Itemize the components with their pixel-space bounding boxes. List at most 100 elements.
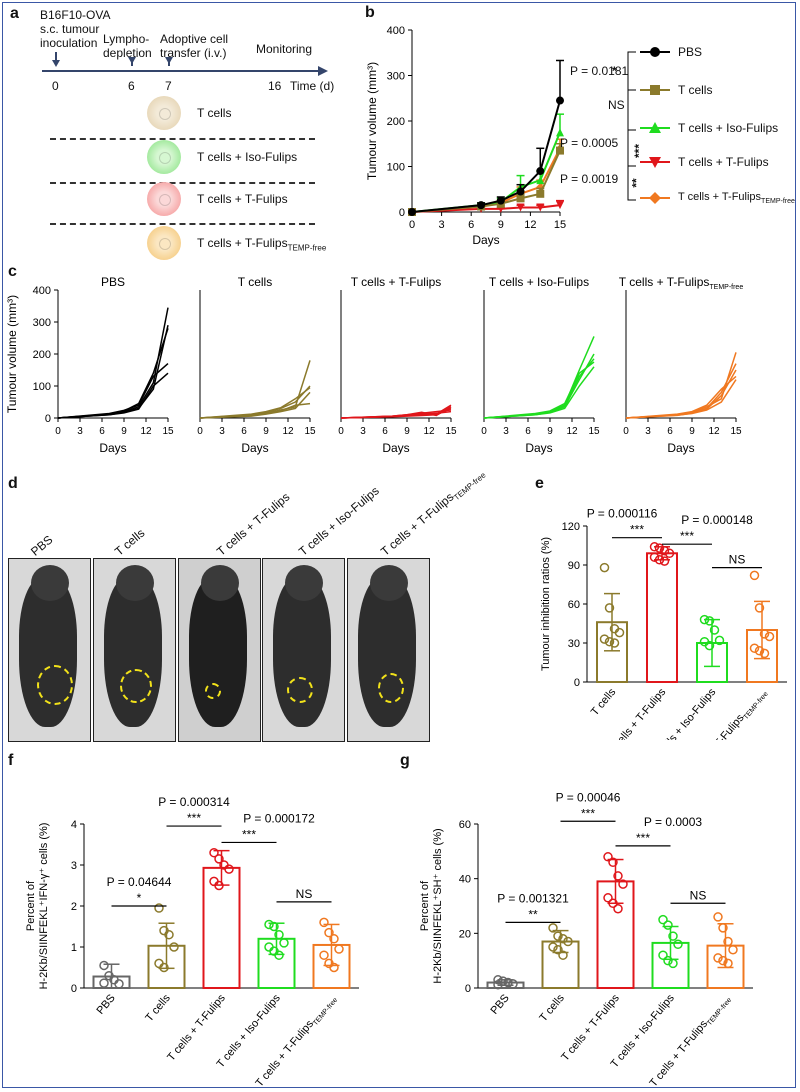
x-tick-label: 3 — [645, 426, 651, 437]
data-point — [563, 936, 573, 947]
timeline-tick: 7 — [165, 79, 172, 93]
bar — [202, 866, 241, 989]
data-point — [614, 627, 625, 638]
data-point — [713, 912, 723, 922]
legend-label-sub: TEMP-free — [761, 198, 795, 206]
event-line-1: Lympho- — [103, 32, 150, 46]
data-point — [164, 929, 174, 940]
data-point — [209, 847, 219, 858]
data-point — [477, 201, 486, 210]
x-tick-label: 9 — [263, 426, 269, 437]
timeline-tick: 6 — [128, 79, 135, 93]
x-tick-label: 3 — [439, 219, 445, 231]
y-tick-label: 400 — [387, 25, 405, 37]
data-point — [659, 556, 670, 566]
data-point — [324, 927, 334, 938]
y-tick-label: 3 — [71, 860, 77, 872]
category-label: T cells + T-Fulips — [559, 992, 622, 1064]
individual-curve — [340, 406, 452, 419]
group-label: T cells + Iso-Fulips — [197, 150, 298, 164]
data-point — [603, 893, 613, 903]
mouse-photo — [262, 558, 345, 742]
y-tick-label: 0 — [465, 983, 471, 995]
x-tick-label: 12 — [524, 219, 536, 231]
y-tick-label: 0 — [71, 983, 77, 995]
chart-f: 0 1 2 3 4 Percent ofH-2Kb/SIINFEKL⁺IFN-γ⁺ cel… — [25, 795, 359, 1086]
x-tick-label: 0 — [197, 426, 203, 437]
p-value: P = 0.000172 — [243, 811, 315, 825]
x-tick-label: 3 — [77, 426, 83, 437]
category-label: PBS — [488, 992, 511, 1017]
group-label-main: T cells + T-Fulips — [197, 236, 288, 250]
divider — [50, 223, 315, 225]
timeline-axis-label: Time (d) — [290, 79, 335, 93]
arrow-stem — [131, 62, 133, 66]
chart-g: 0 20 40 60 Percent ofH-2Kb/SIINFEKL⁺SH⁺ cell… — [419, 790, 753, 1086]
x-tick-label: 12 — [282, 426, 294, 437]
individual-curve — [625, 352, 737, 419]
data-point — [754, 603, 765, 613]
series-line — [411, 150, 561, 213]
event-line-2: s.c. tumour — [40, 22, 100, 36]
significance-star: NS — [690, 888, 707, 902]
x-tick-label: 0 — [409, 219, 415, 231]
data-point — [553, 931, 563, 941]
significance-star: *** — [680, 529, 694, 543]
y-tick-label: 1 — [71, 942, 77, 954]
mouse-photo — [8, 558, 91, 742]
dish-icon — [147, 140, 181, 174]
x-tick-label: 0 — [481, 426, 487, 437]
y-tick-label: 0 — [399, 207, 405, 219]
category-label: T cells — [537, 992, 567, 1024]
y-axis-label: Tumour inhibition ratios (%) — [540, 537, 552, 671]
timeline-event-lymphodepletion: Lympho- depletion — [103, 32, 152, 60]
dish-icon — [147, 226, 181, 260]
y-tick-label: 300 — [33, 317, 51, 329]
individual-curve — [199, 387, 311, 419]
individual-curve — [57, 307, 169, 419]
data-point — [99, 960, 109, 971]
y-axis-label-line: Tumour inhibition ratios (%) — [540, 537, 552, 671]
legend-label: PBS — [678, 45, 703, 59]
event-line-1: Adoptive cell — [160, 32, 229, 46]
data-point — [558, 934, 568, 944]
category-label: PBS — [94, 992, 117, 1017]
x-tick-label: 9 — [547, 426, 553, 437]
series-line — [411, 204, 561, 213]
legend-label: T cells — [678, 83, 713, 97]
data-point — [599, 634, 610, 644]
x-tick-label: 15 — [588, 426, 600, 437]
significance-star: *** — [636, 831, 650, 845]
significance-star: NS — [729, 553, 746, 567]
x-tick-label: 0 — [55, 426, 61, 437]
x-tick-label: 15 — [554, 219, 566, 231]
data-point — [668, 931, 678, 941]
x-tick-label: 9 — [404, 426, 410, 437]
timeline-axis — [42, 66, 328, 76]
data-point — [329, 962, 339, 973]
legend-label-main: T cells + T-Fulips — [678, 191, 762, 203]
panel-letter-e: e — [535, 475, 544, 492]
significance-ns: NS — [608, 98, 625, 112]
data-point — [649, 552, 660, 562]
data-point — [214, 854, 224, 864]
x-tick-label: 12 — [708, 426, 720, 437]
x-tick-label: 0 — [623, 426, 629, 437]
x-tick-label: 15 — [445, 426, 457, 437]
data-point — [759, 629, 770, 639]
y-tick-label: 120 — [562, 521, 580, 533]
x-tick-label: 3 — [360, 426, 366, 437]
data-point — [536, 167, 545, 176]
y-axis-label: Tumour volume (mm³) — [365, 62, 379, 180]
x-tick-label: 9 — [498, 219, 504, 231]
mouse-head — [285, 565, 323, 601]
data-point — [269, 921, 279, 932]
facet-title: T cells + T-Fulips — [351, 275, 442, 289]
data-point — [169, 942, 179, 952]
tumour-marker — [120, 669, 152, 703]
data-point — [556, 96, 564, 105]
y-tick-label: 2 — [71, 901, 77, 913]
data-point — [713, 953, 723, 963]
